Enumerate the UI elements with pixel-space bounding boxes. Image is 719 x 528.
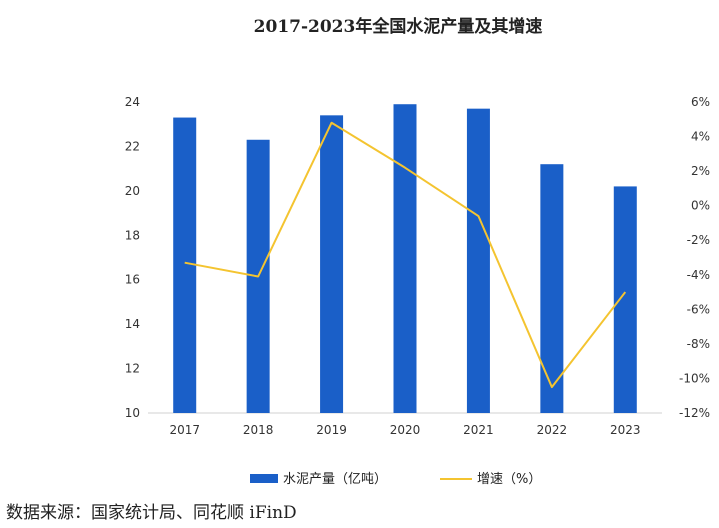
x-tick-label: 2017	[169, 423, 200, 437]
right-axis: -12% -10% -8% -6% -4% -2% 0% 2% 4% 6%	[679, 95, 710, 420]
left-tick-label: 10	[125, 406, 140, 420]
x-tick-label: 2020	[390, 423, 421, 437]
legend: 水泥产量（亿吨） 增速（%）	[250, 472, 541, 487]
bar-2017	[173, 117, 197, 414]
bar-2022	[540, 164, 564, 413]
line-series	[184, 121, 627, 389]
x-tick-label: 2019	[316, 423, 347, 437]
legend-line-label: 增速（%）	[477, 472, 541, 487]
right-tick-label: -8%	[687, 337, 710, 351]
x-tick-label: 2023	[610, 423, 641, 437]
legend-bar-label: 水泥产量（亿吨）	[283, 472, 387, 487]
left-axis: 10 12 14 16 18 20 22 24	[125, 95, 140, 420]
left-tick-label: 22	[125, 139, 140, 153]
x-tick-label: 2021	[463, 423, 494, 437]
bar-2023	[613, 186, 637, 413]
x-axis: 2017 2018 2019 2020 2021 2022 2023	[169, 423, 640, 437]
left-tick-label: 12	[125, 362, 140, 376]
legend-bar-swatch	[250, 474, 278, 483]
right-tick-label: 2%	[691, 164, 710, 178]
x-tick-label: 2018	[243, 423, 274, 437]
bar-2021	[466, 108, 490, 414]
bar-2019	[320, 115, 344, 413]
right-tick-label: 6%	[691, 95, 710, 109]
right-tick-label: -6%	[687, 302, 710, 316]
right-tick-label: -12%	[679, 406, 710, 420]
source-note: 数据来源：国家统计局、同花顺 iFinD	[6, 503, 297, 523]
left-tick-label: 24	[125, 95, 140, 109]
right-tick-label: -4%	[687, 268, 710, 282]
left-tick-label: 14	[125, 317, 140, 331]
chart-title: 2017-2023年全国水泥产量及其增速	[254, 16, 543, 37]
right-tick-label: -2%	[687, 233, 710, 247]
left-tick-label: 20	[125, 184, 140, 198]
x-tick-label: 2022	[537, 423, 568, 437]
right-tick-label: 0%	[691, 199, 710, 213]
left-tick-label: 16	[125, 273, 140, 287]
bar-series	[173, 104, 637, 414]
right-tick-label: 4%	[691, 130, 710, 144]
bar-2020	[393, 104, 417, 413]
left-tick-label: 18	[125, 228, 140, 242]
right-tick-label: -10%	[679, 371, 710, 385]
